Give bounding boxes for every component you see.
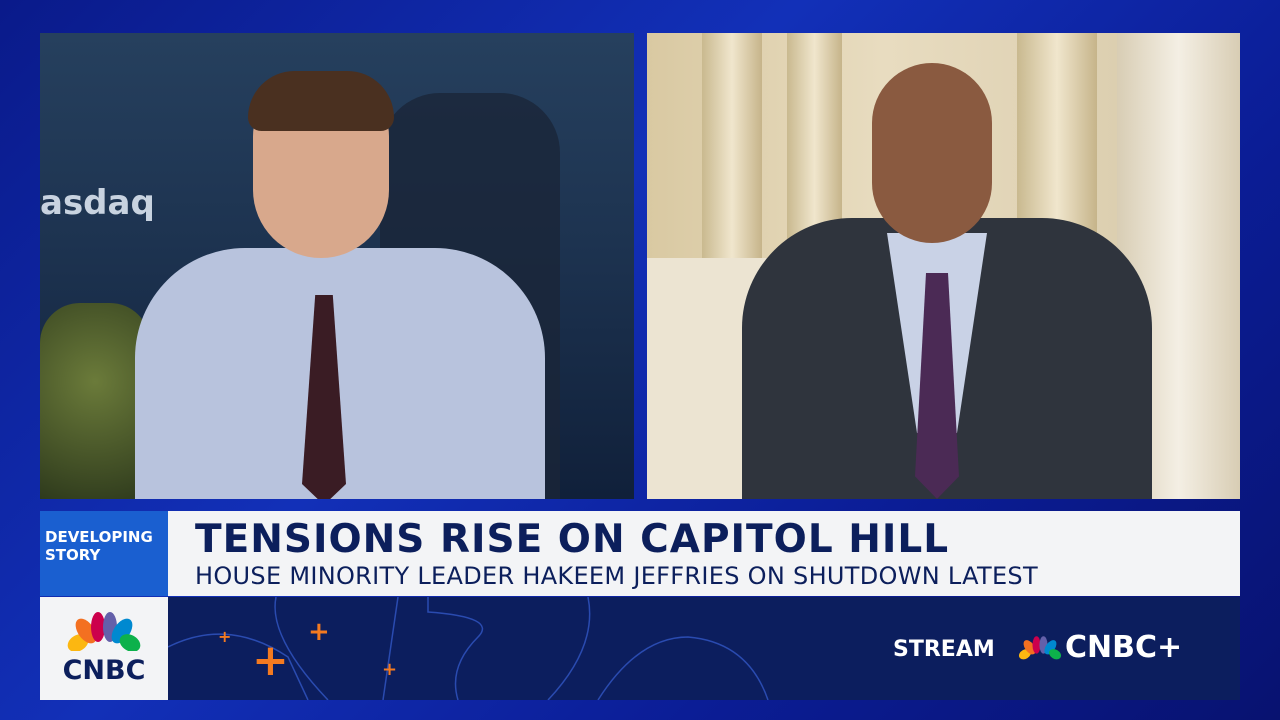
guest-face	[872, 63, 992, 243]
anchor-video-feed: asdaq	[40, 33, 634, 499]
plus-icon: +	[252, 635, 289, 686]
plant	[40, 303, 150, 499]
promo-bar: + + + + STREAM CNBC+	[168, 597, 1240, 700]
plus-icon: +	[308, 617, 330, 647]
plus-icon: +	[218, 627, 232, 646]
anchor-hair	[248, 71, 394, 131]
cnbc-plus-logo: CNBC+	[1065, 630, 1183, 665]
nbc-peacock-icon	[1018, 636, 1062, 660]
cnbc-wordmark: CNBC	[62, 655, 146, 686]
subheadline: HOUSE MINORITY LEADER HAKEEM JEFFRIES ON…	[195, 562, 1038, 590]
lower-third-banner: TENSIONS RISE ON CAPITOL HILL HOUSE MINO…	[168, 511, 1240, 596]
cnbc-logo: CNBC	[40, 597, 168, 700]
stream-label: STREAM	[893, 637, 995, 662]
background-sign: asdaq	[40, 183, 155, 223]
developing-story-badge: DEVELOPING STORY	[40, 511, 168, 596]
guest-video-feed	[647, 33, 1240, 499]
headline: TENSIONS RISE ON CAPITOL HILL	[195, 517, 950, 562]
decorative-lines	[168, 597, 769, 700]
nbc-peacock-icon	[66, 612, 142, 657]
plus-icon: +	[382, 659, 398, 680]
